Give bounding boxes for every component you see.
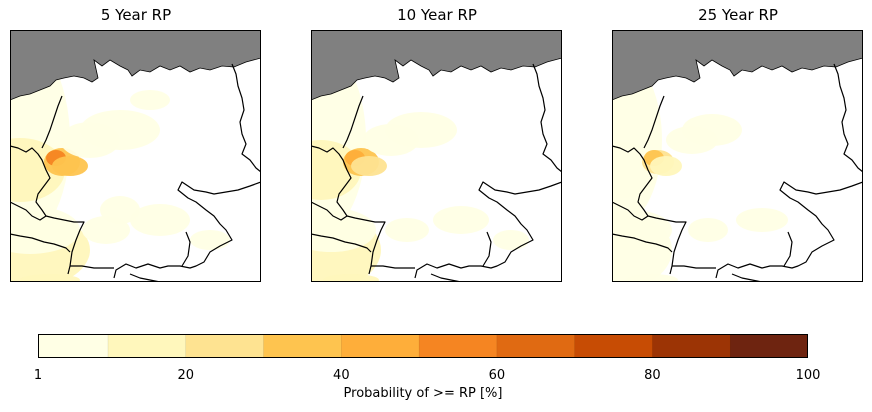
map-frame (612, 30, 863, 282)
probability-patch-6 (650, 156, 682, 176)
sea-area (10, 30, 261, 101)
country-border-0 (342, 95, 364, 149)
country-border-3 (45, 215, 85, 275)
country-border-1 (10, 145, 51, 217)
colorbar-frame (38, 334, 808, 358)
country-border-1 (612, 145, 653, 217)
colorbar-segment-7 (574, 334, 653, 358)
sea-area (311, 30, 562, 101)
probability-patch-3 (10, 206, 80, 254)
probability-patch-6 (351, 156, 387, 176)
colorbar-tick-label-2: 40 (333, 368, 350, 383)
country-border-0 (41, 95, 63, 149)
country-border-3 (647, 215, 687, 275)
country-border-7 (371, 265, 415, 269)
colorbar-segment-3 (263, 334, 342, 358)
sea-area (612, 30, 863, 101)
panel-title-25yr: 25 Year RP (698, 6, 778, 24)
panel-title-10yr: 10 Year RP (397, 6, 477, 24)
probability-patch-11 (626, 274, 678, 282)
colorbar-segment-0 (38, 334, 109, 358)
country-border-0 (643, 95, 665, 149)
country-border-4 (833, 63, 863, 173)
map-frame (10, 30, 261, 282)
country-border-2 (10, 201, 47, 221)
country-border-6 (10, 233, 71, 253)
colorbar (38, 334, 808, 358)
country-border-7 (672, 265, 716, 269)
map-10-year-rp (311, 30, 562, 282)
country-border-2 (311, 201, 348, 221)
probability-patch-10 (736, 208, 788, 232)
colorbar-tick-label-5: 100 (795, 368, 821, 383)
colorbar-segment-2 (185, 334, 265, 358)
panel-title-5yr: 5 Year RP (100, 6, 172, 24)
country-border-5 (715, 181, 863, 279)
colorbar-tick-label-4: 80 (644, 368, 661, 383)
country-border-8 (181, 231, 191, 267)
probability-field (10, 30, 230, 282)
colorbar-segment-6 (496, 334, 576, 358)
country-border-5 (113, 181, 261, 279)
map-5-year-rp (10, 30, 261, 282)
country-border-6 (612, 233, 673, 253)
country-border-4 (231, 63, 261, 173)
probability-patch-6 (52, 156, 88, 176)
probability-patch-9 (130, 90, 170, 110)
colorbar-segment-1 (108, 334, 187, 358)
probability-patch-8 (682, 114, 742, 146)
colorbar-segment-8 (652, 334, 731, 358)
country-border-8 (783, 231, 793, 267)
country-border-4 (532, 63, 562, 173)
colorbar-segment-4 (341, 334, 420, 358)
map-25-year-rp (612, 30, 863, 282)
map-frame (311, 30, 562, 282)
probability-patch-14 (190, 230, 230, 250)
probability-patch-9 (688, 218, 728, 242)
probability-patch-8 (80, 110, 160, 150)
probability-patch-9 (385, 218, 429, 242)
probability-patch-12 (20, 274, 80, 282)
probability-patch-12 (493, 230, 529, 250)
country-border-2 (612, 201, 649, 221)
probability-patch-11 (323, 274, 379, 282)
country-border-5 (414, 181, 562, 279)
probability-patch-8 (385, 112, 457, 148)
country-border-8 (482, 231, 492, 267)
probability-patch-10 (433, 206, 489, 234)
country-border-1 (311, 145, 352, 217)
colorbar-tick-label-3: 60 (488, 368, 506, 383)
country-border-3 (346, 215, 386, 275)
country-border-6 (311, 233, 372, 253)
colorbar-tick-label-1: 20 (177, 368, 195, 383)
probability-patch-3 (612, 210, 672, 250)
colorbar-label: Probability of >= RP [%] (343, 386, 503, 401)
probability-patch-13 (100, 196, 140, 224)
probability-patch-11 (130, 204, 190, 236)
colorbar-segment-9 (730, 334, 808, 358)
colorbar-segment-5 (419, 334, 498, 358)
country-border-7 (70, 265, 114, 269)
colorbar-tick-label-0: 1 (33, 368, 43, 383)
